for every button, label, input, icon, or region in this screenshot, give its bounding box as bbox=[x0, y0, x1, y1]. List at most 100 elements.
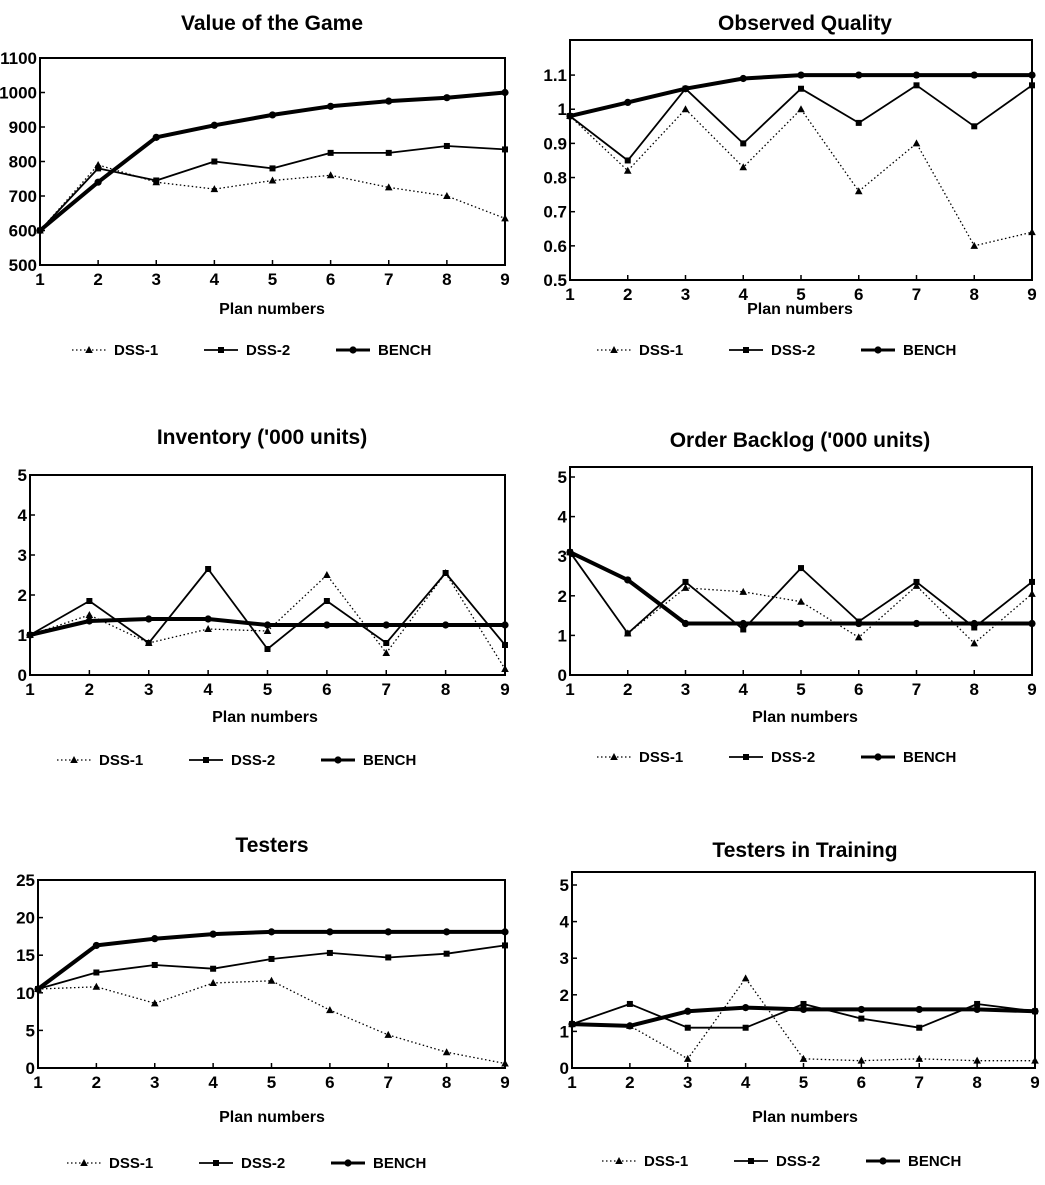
data-point bbox=[739, 74, 747, 83]
x-tick-label: 6 bbox=[326, 270, 335, 289]
data-point bbox=[85, 617, 93, 625]
legend-item: BENCH bbox=[861, 749, 956, 766]
x-tick-label: 8 bbox=[441, 680, 450, 699]
data-point bbox=[263, 627, 272, 634]
x-tick-label: 4 bbox=[203, 680, 213, 699]
y-tick-label: 4 bbox=[18, 506, 28, 525]
x-tick-label: 3 bbox=[150, 1073, 159, 1092]
plot-area-frame bbox=[39, 57, 506, 266]
x-tick-label: 5 bbox=[796, 285, 805, 304]
data-point bbox=[626, 1022, 634, 1030]
data-point bbox=[739, 587, 748, 595]
legend-label: DSS-1 bbox=[109, 1155, 153, 1172]
data-point bbox=[443, 192, 451, 199]
legend-marker bbox=[80, 1159, 88, 1166]
x-tick-label: 1 bbox=[33, 1073, 42, 1092]
data-point bbox=[854, 187, 863, 195]
data-point bbox=[442, 621, 450, 629]
x-tick-label: 9 bbox=[500, 1073, 509, 1092]
data-point bbox=[210, 965, 217, 972]
data-point bbox=[95, 165, 102, 172]
series-dss-1 bbox=[34, 976, 509, 1067]
legend-marker bbox=[85, 346, 93, 353]
series-bench bbox=[568, 1004, 1039, 1030]
y-tick-label: 0 bbox=[560, 1059, 569, 1078]
legend-marker bbox=[213, 1160, 219, 1166]
y-tick-label: 0 bbox=[558, 666, 567, 685]
series-bench bbox=[566, 71, 1036, 120]
data-point bbox=[624, 157, 631, 164]
y-tick-label: 800 bbox=[9, 153, 37, 172]
data-point bbox=[327, 149, 334, 156]
data-point bbox=[1028, 589, 1036, 597]
data-point bbox=[264, 646, 271, 652]
data-point bbox=[268, 176, 277, 184]
y-tick-label: 25 bbox=[16, 871, 35, 890]
data-point bbox=[799, 1005, 808, 1014]
x-tick-label: 2 bbox=[85, 680, 94, 699]
data-point bbox=[915, 1054, 924, 1062]
x-tick-label: 7 bbox=[912, 285, 921, 304]
data-point bbox=[34, 985, 42, 993]
y-tick-label: 900 bbox=[9, 118, 37, 137]
legend-label: DSS-1 bbox=[114, 342, 158, 359]
data-point bbox=[799, 1054, 808, 1062]
legend-label: BENCH bbox=[378, 342, 431, 359]
y-tick-label: 1000 bbox=[0, 84, 37, 103]
x-tick-label: 8 bbox=[970, 285, 979, 304]
legend: DSS-1 DSS-2 BENCH bbox=[597, 342, 956, 359]
chart-panel-testers: Testers Plan numbers DSS-1 DSS-2 BENCH 0 5 1… bbox=[16, 834, 510, 1172]
legend: DSS-1 DSS-2 BENCH bbox=[67, 1155, 426, 1172]
legend-label: DSS-2 bbox=[771, 749, 815, 766]
legend-marker bbox=[334, 756, 342, 764]
data-point bbox=[798, 85, 804, 92]
data-point bbox=[501, 928, 509, 936]
legend-label: DSS-2 bbox=[231, 752, 275, 769]
data-point bbox=[797, 619, 805, 628]
x-tick-label: 5 bbox=[268, 270, 277, 289]
data-point bbox=[566, 548, 574, 556]
x-tick-label: 7 bbox=[382, 680, 391, 699]
data-point bbox=[94, 178, 102, 186]
x-tick-label: 8 bbox=[972, 1073, 981, 1092]
series-dss-2 bbox=[569, 1000, 1038, 1031]
x-tick-label: 2 bbox=[92, 1073, 101, 1092]
x-tick-label: 9 bbox=[500, 270, 509, 289]
x-tick-label: 2 bbox=[623, 285, 632, 304]
legend-marker bbox=[874, 753, 882, 761]
legend-item: BENCH bbox=[861, 342, 956, 359]
legend-item: DSS-2 bbox=[189, 752, 275, 769]
x-tick-label: 8 bbox=[442, 1073, 451, 1092]
data-point bbox=[857, 1056, 866, 1064]
data-point bbox=[502, 942, 508, 949]
x-tick-label: 9 bbox=[1027, 285, 1036, 304]
chart-marks bbox=[34, 928, 509, 1067]
chart-panel-value-of-the-game: Value of the Game Plan numbers DSS-1 DSS-… bbox=[0, 12, 510, 359]
data-point bbox=[263, 621, 272, 629]
y-tick-label: 2 bbox=[560, 986, 569, 1005]
series-dss-1 bbox=[36, 160, 509, 234]
legend-label: DSS-1 bbox=[639, 342, 683, 359]
legend-item: DSS-1 bbox=[597, 342, 683, 359]
y-tick-label: 700 bbox=[9, 187, 37, 206]
data-point bbox=[269, 165, 276, 172]
x-tick-label: 6 bbox=[322, 680, 331, 699]
legend-item: DSS-1 bbox=[597, 749, 683, 766]
x-axis-label: Plan numbers bbox=[219, 301, 325, 318]
data-point bbox=[973, 1056, 981, 1064]
data-point bbox=[568, 1020, 576, 1028]
data-point bbox=[915, 1005, 923, 1014]
series-dss-2 bbox=[37, 142, 508, 234]
y-tick-label: 5 bbox=[558, 468, 567, 487]
x-tick-label: 4 bbox=[739, 680, 749, 699]
data-point bbox=[797, 71, 805, 79]
data-point bbox=[267, 976, 276, 984]
data-point bbox=[85, 611, 94, 618]
data-point bbox=[855, 619, 863, 628]
series-dss-2 bbox=[567, 82, 1035, 164]
y-tick-label: 0.9 bbox=[543, 134, 567, 153]
legend-marker bbox=[879, 1157, 887, 1165]
data-point bbox=[912, 581, 921, 589]
data-point bbox=[623, 166, 632, 174]
